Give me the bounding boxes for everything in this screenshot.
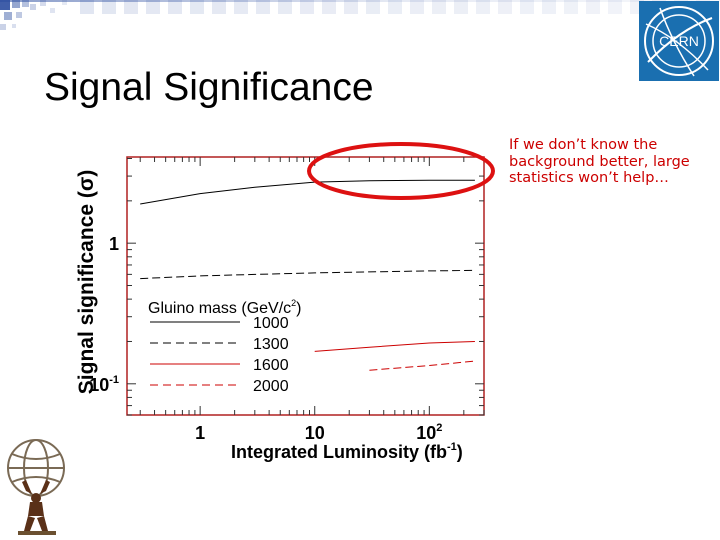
tick-labels: 1 10 102 1 10-1 — [89, 234, 442, 443]
header-square — [432, 0, 446, 14]
x-tick-label: 102 — [416, 422, 442, 443]
atlas-figure-icon — [7, 439, 65, 535]
header-square — [542, 0, 556, 14]
header-square — [344, 0, 358, 14]
header-square — [0, 0, 10, 10]
cern-logo-icon: CERN — [639, 1, 719, 81]
y-tick-label: 10-1 — [89, 374, 119, 395]
header-square — [388, 0, 402, 14]
header-square — [102, 0, 116, 14]
header-square — [366, 0, 380, 14]
header-square — [50, 8, 55, 13]
header-squares — [0, 0, 710, 30]
header-square — [12, 24, 16, 28]
legend-label: 2000 — [253, 378, 289, 395]
axis-ticks — [127, 157, 485, 416]
header-square — [498, 0, 512, 14]
cern-logo-text: CERN — [659, 33, 699, 49]
header-square — [608, 0, 622, 14]
x-axis-label: Integrated Luminosity (fb-1) — [231, 441, 463, 462]
legend: Gluino mass (GeV/c2) 1000 1300 1600 2000 — [148, 298, 302, 395]
legend-title: Gluino mass (GeV/c2) — [148, 298, 302, 317]
legend-label: 1000 — [253, 315, 289, 332]
x-tick-label: 1 — [195, 423, 205, 443]
header-square — [4, 12, 12, 20]
header-square — [40, 0, 46, 6]
y-axis-label: Signal significance (σ) — [75, 170, 98, 394]
legend-entries: 1000 1300 1600 2000 — [150, 315, 289, 395]
header-square — [520, 0, 534, 14]
page-title: Signal Significance — [44, 66, 374, 109]
header-square — [62, 0, 67, 5]
header-square — [16, 12, 22, 18]
header-square — [300, 0, 314, 14]
header-square — [278, 0, 292, 14]
y-tick-label: 1 — [109, 234, 119, 254]
series-line-1300 — [140, 269, 475, 280]
header-square — [454, 0, 468, 14]
header-square — [124, 0, 138, 14]
header-square — [212, 0, 226, 14]
header-band — [0, 0, 720, 30]
header-square — [476, 0, 490, 14]
legend-label: 1300 — [253, 336, 289, 353]
annotation-note: If we don’t know the background better, … — [509, 137, 690, 186]
plot-frame — [126, 156, 485, 416]
header-square — [586, 0, 600, 14]
header-square — [322, 0, 336, 14]
series-line-2000 — [369, 360, 475, 371]
header-square — [80, 0, 94, 14]
header-square — [168, 0, 182, 14]
header-square — [12, 0, 20, 8]
header-square — [0, 24, 6, 30]
legend-label: 1600 — [253, 357, 289, 374]
series-line-1600 — [314, 341, 475, 352]
header-square — [564, 0, 578, 14]
header-square — [22, 0, 29, 7]
header-square — [256, 0, 270, 14]
x-tick-label: 10 — [305, 423, 325, 443]
highlight-ellipse — [307, 142, 495, 200]
header-square — [410, 0, 424, 14]
header-square — [30, 4, 36, 10]
header-square — [234, 0, 248, 14]
header-square — [146, 0, 160, 14]
header-square — [190, 0, 204, 14]
